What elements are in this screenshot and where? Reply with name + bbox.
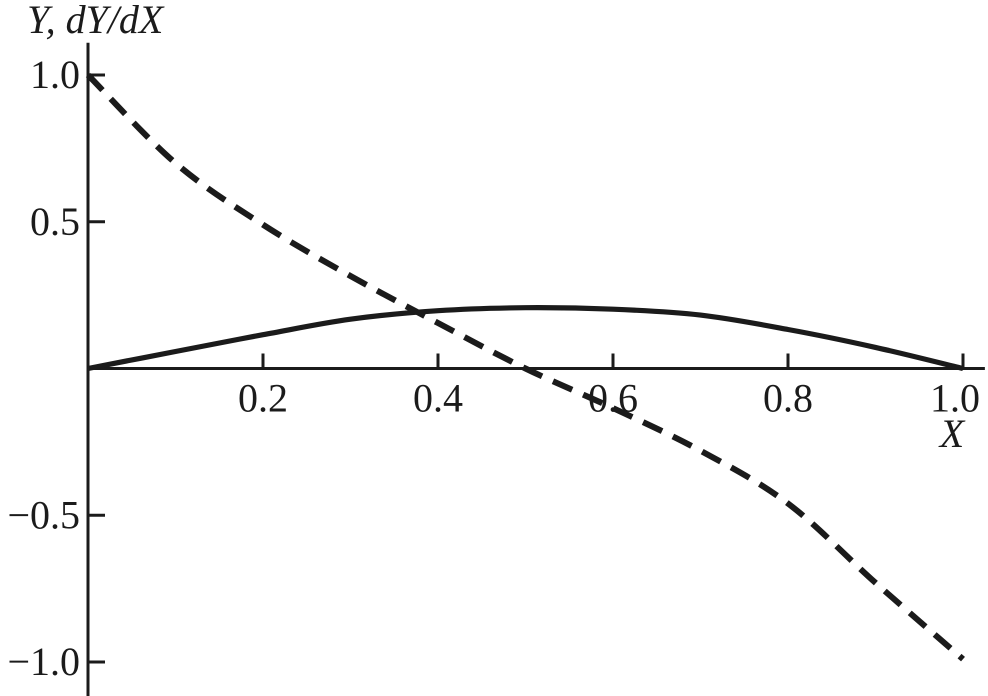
x-tick-label: 0.4 [413,376,463,421]
y-axis-title: Y, dY/dX [27,0,164,42]
y-tick-label: 1.0 [30,52,80,97]
y-tick-label: −0.5 [7,492,80,537]
x-tick-label: 0.2 [238,376,288,421]
x-tick-label: 1.0 [930,376,980,421]
dydx-curve-dashed [85,72,965,662]
x-axis-label: X [939,411,965,456]
y-tick-label: −1.0 [7,639,80,684]
x-tick-label: 0.8 [763,376,813,421]
y-curve-solid [87,305,964,372]
y-tick-label: 0.5 [30,199,80,244]
